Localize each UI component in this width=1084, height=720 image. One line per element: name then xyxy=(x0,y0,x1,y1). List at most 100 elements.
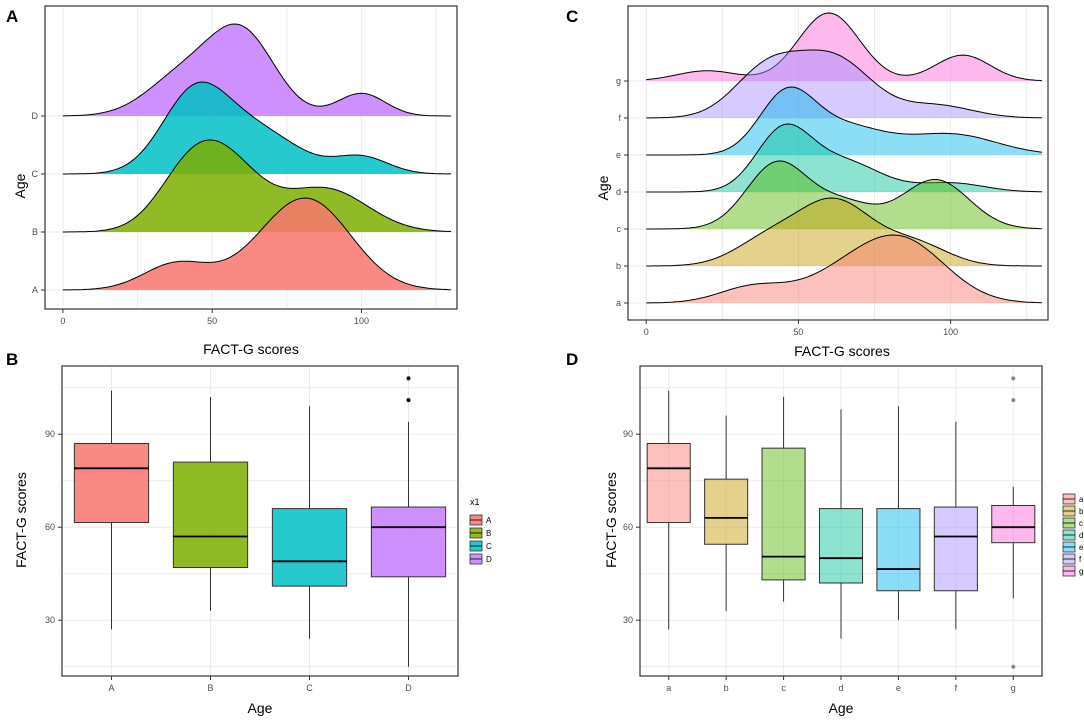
panel-b-frame xyxy=(61,365,459,677)
density-line-b xyxy=(646,197,1042,267)
x-tick-label-g: g xyxy=(1011,683,1016,693)
density-line-g xyxy=(646,12,1042,82)
y-tick-label: 30 xyxy=(45,615,55,625)
y-tick-label: 30 xyxy=(623,615,633,625)
legend-label-g: g xyxy=(1079,567,1083,576)
box-f xyxy=(933,506,978,592)
box-e xyxy=(876,508,921,592)
y-tick-label: 60 xyxy=(623,522,633,532)
box-D xyxy=(370,506,447,578)
y-tick-label-g: g xyxy=(616,76,621,86)
panel-a-ridgeline: 0 50 100 A B C D FACT-G scores Age xyxy=(12,5,458,357)
panel-letter-b: B xyxy=(6,350,18,369)
y-tick-label-a: a xyxy=(616,298,621,308)
density-line-D xyxy=(62,23,451,117)
density-area-b xyxy=(646,198,1042,266)
y-tick-label-B: B xyxy=(32,227,38,237)
legend-label-a: a xyxy=(1079,495,1084,504)
outlier-g xyxy=(1011,664,1016,669)
density-line-a xyxy=(646,234,1042,304)
panel-b-y-axis-title: FACT-G scores xyxy=(13,472,29,568)
y-tick-label: 60 xyxy=(45,522,55,532)
x-tick-label-D: D xyxy=(405,683,412,693)
panel-letter-a: A xyxy=(6,7,18,26)
box-c xyxy=(761,447,806,581)
y-tick-label-c: c xyxy=(617,224,622,234)
legend-title: x1 xyxy=(470,497,480,507)
x-tick-label: 100 xyxy=(354,316,369,326)
box-b xyxy=(704,478,749,545)
box-a xyxy=(646,443,691,524)
panel-letter-c: C xyxy=(566,7,578,26)
y-tick-label-A: A xyxy=(32,285,38,295)
y-tick-label-f: f xyxy=(618,113,621,123)
panel-d-y-axis-title: FACT-G scores xyxy=(603,472,619,568)
density-line-B xyxy=(62,139,452,233)
box-g xyxy=(991,505,1036,544)
y-tick-label: 90 xyxy=(45,429,55,439)
x-tick-label: 0 xyxy=(60,316,65,326)
box-B xyxy=(172,461,249,569)
y-tick-label-D: D xyxy=(32,111,39,121)
y-tick-label-e: e xyxy=(616,150,621,160)
density-area-c xyxy=(646,161,1042,229)
density-line-A xyxy=(62,197,452,291)
density-area-g xyxy=(646,13,1042,81)
density-area-A xyxy=(62,198,452,290)
panel-c-x-axis-title: FACT-G scores xyxy=(794,343,890,359)
x-tick-label-A: A xyxy=(108,683,114,693)
legend-label-C: C xyxy=(486,542,492,551)
panel-c-y-axis-title: Age xyxy=(595,175,611,200)
density-area-B xyxy=(62,140,452,232)
density-line-C xyxy=(62,81,451,175)
outlier-D xyxy=(406,398,411,403)
density-line-d xyxy=(646,123,1042,193)
legend-label-c: c xyxy=(1079,519,1083,528)
x-tick-label-f: f xyxy=(955,683,958,693)
panel-c-ridgeline: 0 50 100 a b c d e f g FACT-G scores Age xyxy=(595,5,1049,359)
density-area-e xyxy=(646,87,1042,155)
panel-d-x-axis-title: Age xyxy=(829,700,854,716)
box-A xyxy=(73,443,150,524)
density-line-e xyxy=(646,86,1042,156)
panel-b-x-axis-title: Age xyxy=(248,700,273,716)
y-tick-label: 90 xyxy=(623,429,633,439)
legend-label-f: f xyxy=(1079,555,1082,564)
y-tick-label-b: b xyxy=(616,261,621,271)
x-tick-label: 50 xyxy=(793,327,803,337)
density-line-c xyxy=(646,160,1042,230)
density-area-f xyxy=(646,50,1042,118)
panel-a-x-axis-title: FACT-G scores xyxy=(203,341,299,357)
legend-label-B: B xyxy=(486,529,491,538)
panel-c-frame xyxy=(627,5,1049,321)
density-line-f xyxy=(646,49,1042,119)
x-tick-label: 50 xyxy=(207,316,217,326)
x-tick-label-d: d xyxy=(838,683,843,693)
x-tick-label-a: a xyxy=(666,683,671,693)
x-tick-label: 100 xyxy=(943,327,958,337)
y-tick-label-d: d xyxy=(616,187,621,197)
density-area-d xyxy=(646,124,1042,192)
box-d xyxy=(818,508,864,584)
legend-label-A: A xyxy=(486,516,492,525)
density-area-D xyxy=(62,24,452,116)
outlier-g xyxy=(1011,376,1016,381)
panel-letter-d: D xyxy=(566,350,578,369)
outlier-g xyxy=(1011,398,1016,403)
y-tick-label-C: C xyxy=(32,169,39,179)
legend-label-b: b xyxy=(1079,507,1084,516)
panel-a-frame xyxy=(44,5,458,310)
x-tick-label-b: b xyxy=(724,683,729,693)
x-tick-label: 0 xyxy=(644,327,649,337)
box-C xyxy=(271,508,348,587)
outlier-D xyxy=(406,376,411,381)
legend-label-e: e xyxy=(1079,543,1084,552)
legend-label-d: d xyxy=(1079,531,1083,540)
x-tick-label-B: B xyxy=(207,683,213,693)
x-tick-label-e: e xyxy=(896,683,901,693)
x-tick-label-c: c xyxy=(781,683,786,693)
x-tick-label-C: C xyxy=(306,683,313,693)
